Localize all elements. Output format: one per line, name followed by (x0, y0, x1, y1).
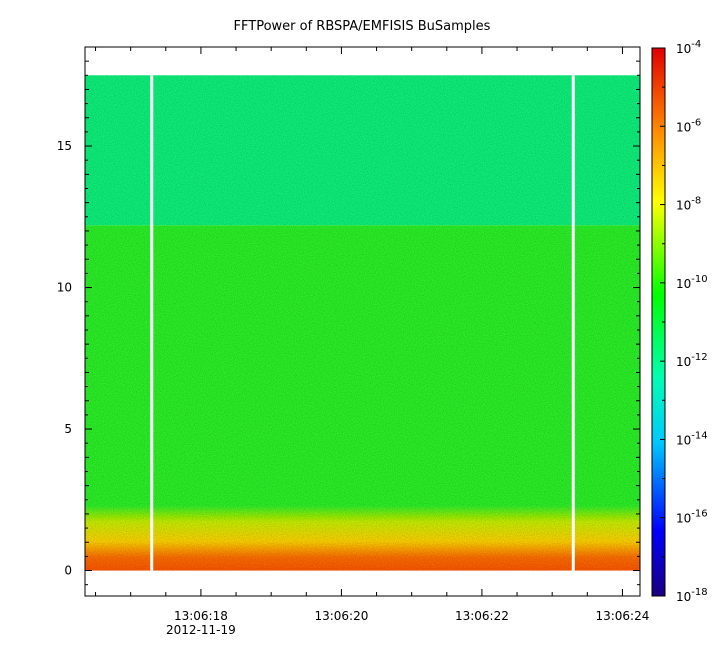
colorbar-gradient (652, 48, 665, 596)
spectrogram-band (85, 225, 640, 514)
x-tick-label: 13:06:20 (314, 609, 368, 623)
x-tick-label: 13:06:18 (174, 609, 228, 623)
y-axis: 0 5 10 15 (57, 60, 640, 586)
data-gap (150, 75, 154, 571)
colorbar-tick-label: 10-16 (676, 509, 708, 526)
spectrogram-low-frequency-band (85, 505, 640, 571)
spectrogram-band (85, 75, 640, 226)
y-tick-label: 5 (64, 422, 72, 436)
chart-title: FFTPower of RBSPA/EMFISIS BuSamples (234, 19, 491, 34)
colorbar-tick-label: 10-14 (676, 430, 708, 447)
colorbar-tick-label: 10-12 (676, 352, 708, 369)
colorbar-tick-label: 10-4 (676, 39, 701, 56)
colorbar-tick-label: 10-8 (676, 196, 701, 213)
y-tick-label: 10 (57, 281, 72, 295)
colorbar-tick-label: 10-6 (676, 117, 701, 134)
x-tick-label: 13:06:22 (455, 609, 509, 623)
colorbar: 10-4 10-6 10-8 10-10 10-12 10-14 10-16 10-18 (651, 39, 708, 604)
spectrogram-image (85, 75, 640, 571)
plot-frame (84, 46, 641, 597)
colorbar-tick-label: 10-10 (676, 274, 708, 291)
y-tick-label: 0 (64, 564, 72, 578)
data-gap (571, 75, 575, 571)
colorbar-ticks: 10-4 10-6 10-8 10-10 10-12 10-14 10-16 10-18 (660, 39, 708, 604)
plot-area (85, 75, 640, 571)
colorbar-tick-label: 10-18 (676, 587, 708, 604)
x-tick-label: 13:06:24 (595, 609, 649, 623)
x-axis: 13:06:18 13:06:20 13:06:22 13:06:24 2012-11-… (95, 47, 649, 637)
x-date-label: 2012-11-19 (166, 623, 236, 637)
y-tick-label: 15 (57, 139, 72, 153)
